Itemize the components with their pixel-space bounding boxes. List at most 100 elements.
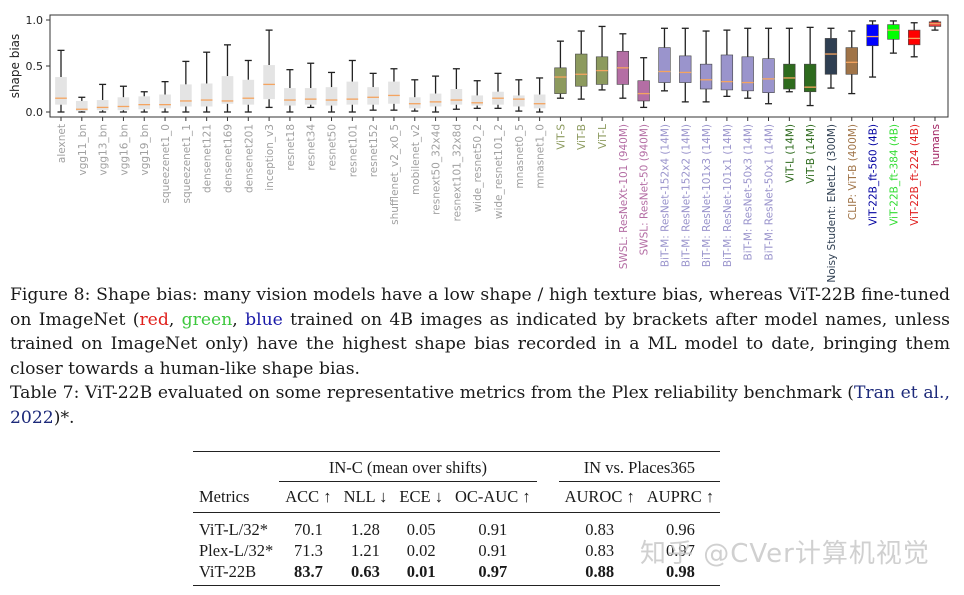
box-19 xyxy=(450,68,463,110)
box-26 xyxy=(595,25,609,91)
cell: 0.83 xyxy=(585,519,615,539)
x-tick-label: inception_v3 xyxy=(264,124,276,191)
figure-caption-text-2: trained on 4B images as indicated by bra… xyxy=(10,309,950,379)
iqr-box xyxy=(908,29,921,46)
x-tick-label: SWSL: ResNeXt-101 (940M) xyxy=(618,124,630,269)
cell: 0.91 xyxy=(478,519,508,539)
figure-caption-text: Shape bias: many vision models have a lo… xyxy=(10,285,950,330)
iqr-box xyxy=(304,88,317,105)
row-name: Plex-L/32* xyxy=(199,540,274,560)
column-header-row: Metrics ACC ↑ NLL ↓ ECE ↓ OC-AUC ↑ AUROC… xyxy=(193,481,721,513)
box-4 xyxy=(138,91,151,113)
x-tick-label: wide_resnet101_2 xyxy=(493,124,505,219)
x-tick-label: ViT-L xyxy=(597,124,609,149)
plot-frame xyxy=(49,14,949,118)
x-tick-label: BiT-M: ResNet-101x1 (14M) xyxy=(722,124,734,267)
box-28 xyxy=(637,57,650,109)
x-tick-label: resnet50 xyxy=(327,124,339,171)
x-tick-label: wide_resnet50_2 xyxy=(472,124,484,212)
x-tick-label: ViT-22B_ft-384 (4B) xyxy=(888,124,900,226)
group-header-places: IN vs. Places365 xyxy=(558,455,721,482)
cell: 0.96 xyxy=(666,519,695,539)
iqr-box xyxy=(554,67,567,94)
x-tick-label: resnet18 xyxy=(285,124,297,171)
iqr-box xyxy=(762,58,775,93)
gap xyxy=(537,455,559,482)
iqr-box xyxy=(242,79,255,105)
x-tick-label: vgg16_bn xyxy=(118,124,130,175)
box-21 xyxy=(492,72,504,109)
box-17 xyxy=(408,79,421,112)
box-11 xyxy=(284,69,296,113)
cell: 0.91 xyxy=(478,540,508,560)
x-tick-label: resnext50_32x4d xyxy=(431,124,443,215)
row-name: ViT-L/32* xyxy=(199,519,268,539)
box-38 xyxy=(845,30,858,95)
cell: 0.98 xyxy=(666,561,695,581)
iqr-box xyxy=(117,97,130,111)
iqr-box xyxy=(575,53,588,87)
iqr-box xyxy=(429,93,442,107)
x-tick-label: Noisy Student: ENetL2 (300M) xyxy=(826,124,838,283)
empty-header xyxy=(193,455,279,482)
x-tick-label: mnasnet0_5 xyxy=(514,124,526,189)
column-header: AUROC ↑ xyxy=(558,481,641,513)
x-tick-label: BiT-M: ResNet-50x3 (14M) xyxy=(743,124,755,260)
x-tick-label: vgg19_bn xyxy=(139,124,151,175)
iqr-box xyxy=(658,47,671,83)
table-caption: Table 7: ViT-22B evaluated on some repre… xyxy=(10,381,950,430)
iqr-box xyxy=(325,87,338,106)
cell: 0.83 xyxy=(585,540,615,560)
column-header: ACC ↑ xyxy=(279,481,338,513)
x-tick-label: CLIP: ViT-B (400M) xyxy=(847,124,859,220)
box-39 xyxy=(866,20,879,78)
cell: 70.1 xyxy=(293,519,323,539)
cell: 83.7 xyxy=(293,561,323,581)
x-tick-label: ViT-B xyxy=(576,124,588,150)
box-13 xyxy=(325,71,338,113)
x-tick-label: ViT-22B_ft-224 (4B) xyxy=(909,124,921,226)
citation-link[interactable]: Tran et al., 2022 xyxy=(10,383,950,428)
cell: 1.28 xyxy=(351,519,380,539)
cell: 0.97 xyxy=(478,561,508,581)
box-25 xyxy=(575,30,588,100)
x-tick-label: ViT-S xyxy=(555,124,567,150)
x-tick-label: vgg13_bn xyxy=(98,124,110,175)
box-37 xyxy=(824,27,838,89)
box-33 xyxy=(741,27,754,99)
table-label: Table 7: xyxy=(10,383,80,403)
gap xyxy=(536,481,559,513)
figure-label: Figure 8: xyxy=(10,285,91,305)
column-header: Metrics xyxy=(193,481,280,513)
y-axis-label: shape bias xyxy=(8,34,22,99)
box-12 xyxy=(304,62,317,109)
cell: 0.05 xyxy=(406,519,436,539)
iqr-box xyxy=(845,47,858,75)
x-tick-label: humans xyxy=(930,124,942,166)
caption-red-word: red xyxy=(139,309,169,330)
cell: 0.97 xyxy=(666,540,695,560)
y-tick-label: 1.0 xyxy=(26,14,44,27)
x-tick-label: BiT-M: ResNet-152x2 (14M) xyxy=(680,124,692,267)
x-tick-label: densenet121 xyxy=(202,124,214,193)
x-tick-label: BiT-M: ResNet-50x1 (14M) xyxy=(764,124,776,260)
x-tick-label: BiT-M: ResNet-101x3 (14M) xyxy=(701,124,713,267)
group-header-row: IN-C (mean over shifts) IN vs. Places365 xyxy=(193,455,721,482)
caption-separator: , xyxy=(168,309,182,330)
iqr-box xyxy=(741,56,754,92)
iqr-box xyxy=(512,95,525,107)
cell: 71.3 xyxy=(293,540,323,560)
box-24 xyxy=(554,40,567,99)
iqr-box xyxy=(804,63,817,93)
bottom-rule xyxy=(193,582,721,586)
box-35 xyxy=(783,27,796,93)
table-caption-text: ViT-22B evaluated on some representative… xyxy=(79,383,854,403)
table-row: Plex-L/32* 71.3 1.21 0.02 0.91 0.83 0.97 xyxy=(193,540,720,561)
box-20 xyxy=(471,80,484,109)
x-tick-label: densenet201 xyxy=(243,124,255,193)
iqr-box xyxy=(388,81,400,104)
gap xyxy=(537,540,559,561)
iqr-box xyxy=(679,55,692,83)
table-row-best: ViT-22B 83.7 0.63 0.01 0.97 0.88 0.98 xyxy=(193,561,720,582)
caption-blue-word: blue xyxy=(245,309,283,330)
